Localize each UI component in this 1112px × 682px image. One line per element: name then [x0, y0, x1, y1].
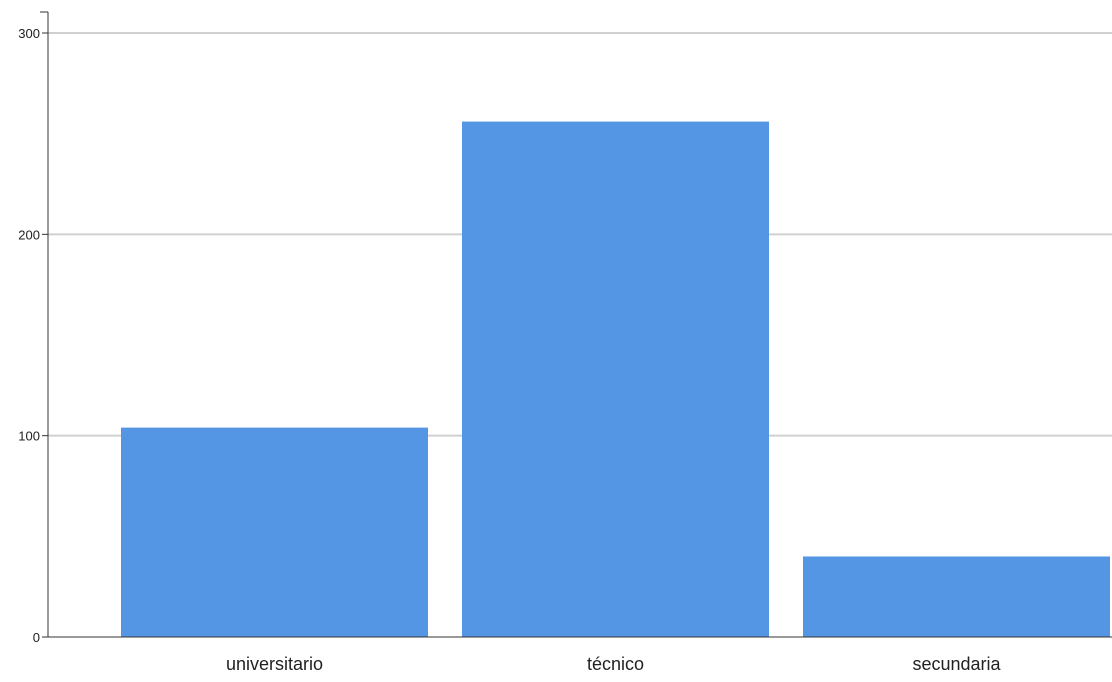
x-tick-label: secundaria — [912, 654, 1001, 674]
bar-técnico — [462, 121, 769, 637]
y-tick-label: 300 — [18, 26, 40, 41]
axes — [40, 11, 1112, 638]
y-tick-label: 100 — [18, 429, 40, 444]
bars — [121, 121, 1110, 637]
y-tick-label: 200 — [18, 227, 40, 242]
bar-universitario — [121, 427, 428, 637]
x-tick-label: técnico — [587, 654, 644, 674]
bar-secundaria — [803, 556, 1110, 637]
y-tick-label: 0 — [33, 630, 40, 645]
y-tick-labels: 0 100 200 300 — [18, 26, 48, 645]
x-tick-label: universitario — [226, 654, 323, 674]
x-tick-labels: universitario técnico secundaria — [226, 654, 1002, 674]
